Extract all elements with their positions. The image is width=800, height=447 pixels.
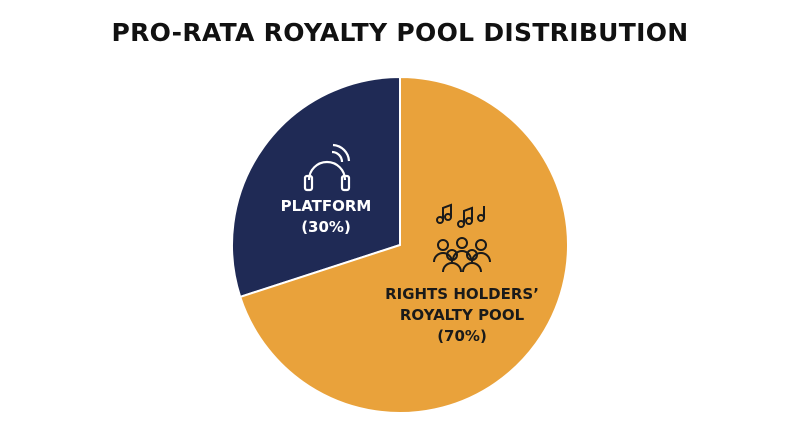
value-label: (70%) (437, 327, 487, 345)
value-label: (30%) (301, 218, 351, 236)
category-label: PLATFORM (280, 197, 372, 215)
pie-slice (231, 75, 401, 299)
slice-label: RIGHTS HOLDERS’ ROYALTY POOL (70%) (377, 284, 547, 347)
pie-slice (238, 75, 569, 414)
chart-title: PRO-RATA ROYALTY POOL DISTRIBUTION (111, 18, 689, 47)
category-label: RIGHTS HOLDERS’ ROYALTY POOL (385, 285, 539, 324)
audience-icon (433, 203, 491, 273)
slice-label: PLATFORM (30%) (266, 196, 386, 238)
headphones-icon (303, 143, 351, 192)
